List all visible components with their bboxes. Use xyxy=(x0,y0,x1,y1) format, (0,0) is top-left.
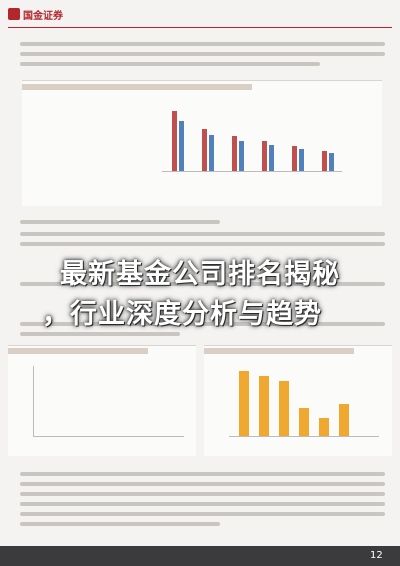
text-line xyxy=(20,492,385,496)
text-line xyxy=(20,232,385,236)
shape xyxy=(299,408,309,436)
text-line xyxy=(20,242,385,246)
overlay-title: 最新基金公司排名揭秘 xyxy=(60,259,340,290)
shape xyxy=(259,376,269,436)
text-line xyxy=(20,332,180,336)
shape xyxy=(269,145,274,171)
page-number: 12 xyxy=(370,550,383,561)
text-line xyxy=(20,220,220,224)
figure-caption xyxy=(204,348,354,354)
logo-icon xyxy=(8,8,20,20)
text-line xyxy=(20,522,220,526)
shape xyxy=(202,129,207,171)
shape xyxy=(232,136,237,171)
text-line xyxy=(20,62,320,66)
figure xyxy=(8,345,196,456)
shape xyxy=(239,141,244,171)
shape xyxy=(239,371,249,436)
figure-caption xyxy=(22,84,252,90)
logo-text: 国金证券 xyxy=(23,11,63,22)
shape xyxy=(262,141,267,171)
text-line xyxy=(20,482,385,486)
chart-area xyxy=(162,101,342,172)
shape xyxy=(292,146,297,171)
text-line xyxy=(20,52,385,56)
text-line xyxy=(20,512,385,516)
shape xyxy=(299,149,304,171)
shape xyxy=(209,135,214,171)
overlay-title: ，行业深度分析与趋势 xyxy=(42,299,322,330)
shape xyxy=(329,153,334,171)
shape xyxy=(279,381,289,436)
shape xyxy=(339,404,349,436)
figure xyxy=(22,80,382,206)
figure xyxy=(204,345,392,456)
chart-area xyxy=(33,366,184,437)
shape xyxy=(322,151,327,171)
text-line xyxy=(20,322,385,326)
chart-area xyxy=(229,366,379,437)
shape xyxy=(319,418,329,436)
text-line xyxy=(20,472,385,476)
figure-caption xyxy=(8,348,148,354)
text-line xyxy=(20,42,385,46)
shape xyxy=(172,111,177,171)
text-line xyxy=(20,282,385,286)
shape xyxy=(179,121,184,171)
footer-bar xyxy=(0,546,400,566)
header-rule xyxy=(8,27,392,28)
text-line xyxy=(20,502,385,506)
